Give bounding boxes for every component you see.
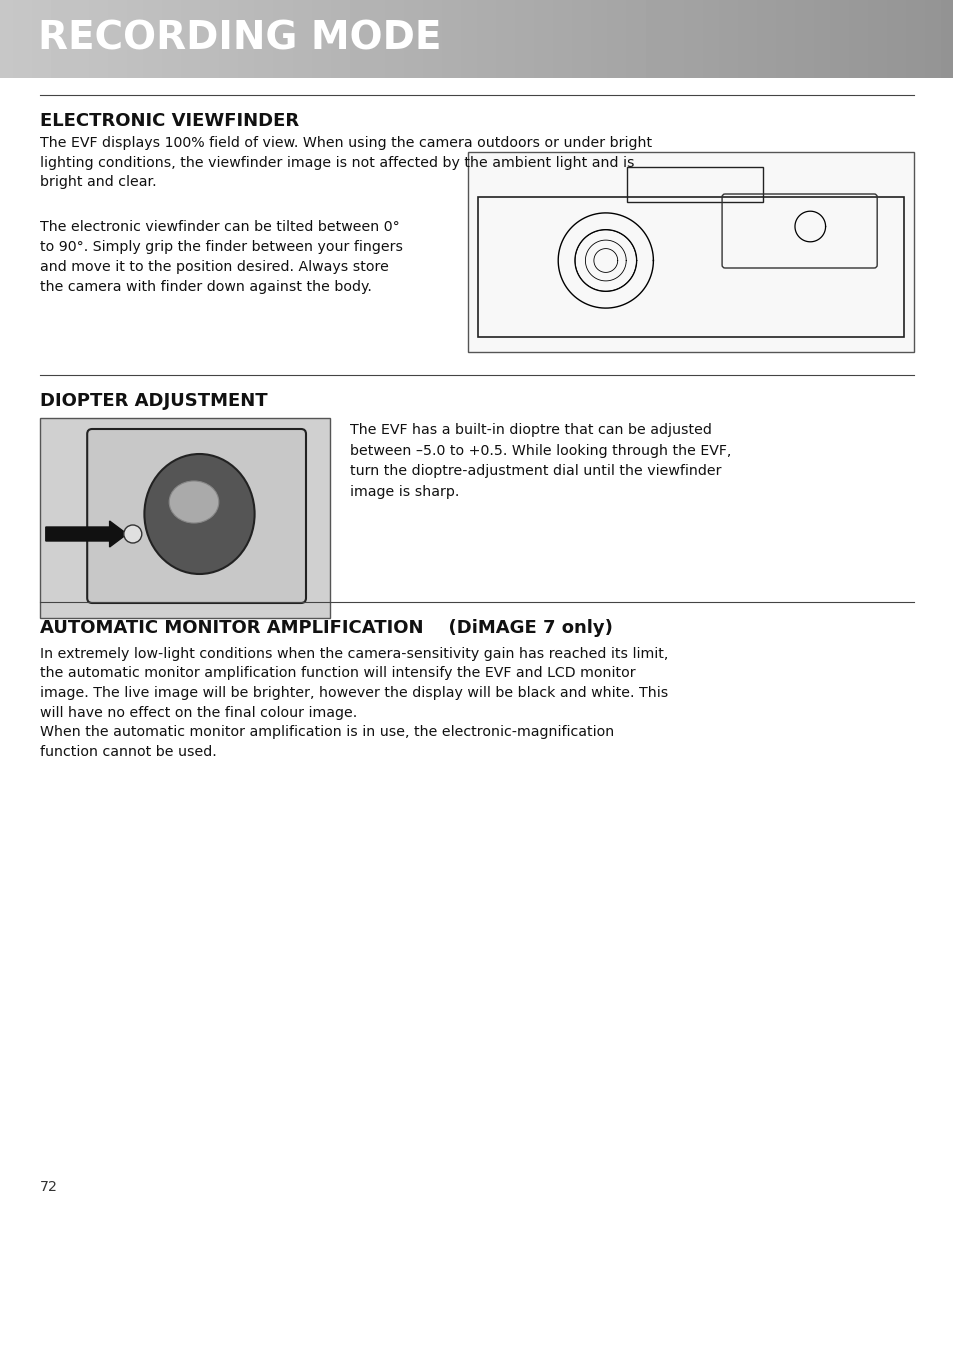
Text: AUTOMATIC MONITOR AMPLIFICATION    (DiMAGE 7 only): AUTOMATIC MONITOR AMPLIFICATION (DiMAGE …	[40, 619, 612, 637]
Bar	[468, 151, 913, 352]
Text: In extremely low-light conditions when the camera-sensitivity gain has reached i: In extremely low-light conditions when t…	[40, 648, 668, 758]
Text: ELECTRONIC VIEWFINDER: ELECTRONIC VIEWFINDER	[40, 112, 299, 130]
Bar	[477, 197, 903, 337]
Bar	[40, 418, 330, 618]
Text: 72: 72	[40, 1180, 58, 1194]
Circle shape	[124, 525, 142, 544]
Text: The EVF displays 100% field of view. When using the camera outdoors or under bri: The EVF displays 100% field of view. Whe…	[40, 137, 652, 189]
Ellipse shape	[169, 481, 218, 523]
Text: RECORDING MODE: RECORDING MODE	[38, 20, 441, 58]
Text: DIOPTER ADJUSTMENT: DIOPTER ADJUSTMENT	[40, 392, 268, 410]
Ellipse shape	[144, 454, 254, 575]
FancyArrow shape	[46, 521, 127, 548]
FancyBboxPatch shape	[87, 429, 306, 603]
Text: The electronic viewfinder can be tilted between 0°
to 90°. Simply grip the finde: The electronic viewfinder can be tilted …	[40, 220, 402, 295]
Text: The EVF has a built-in dioptre that can be adjusted
between –5.0 to +0.5. While : The EVF has a built-in dioptre that can …	[350, 423, 731, 499]
Bar	[626, 168, 762, 201]
